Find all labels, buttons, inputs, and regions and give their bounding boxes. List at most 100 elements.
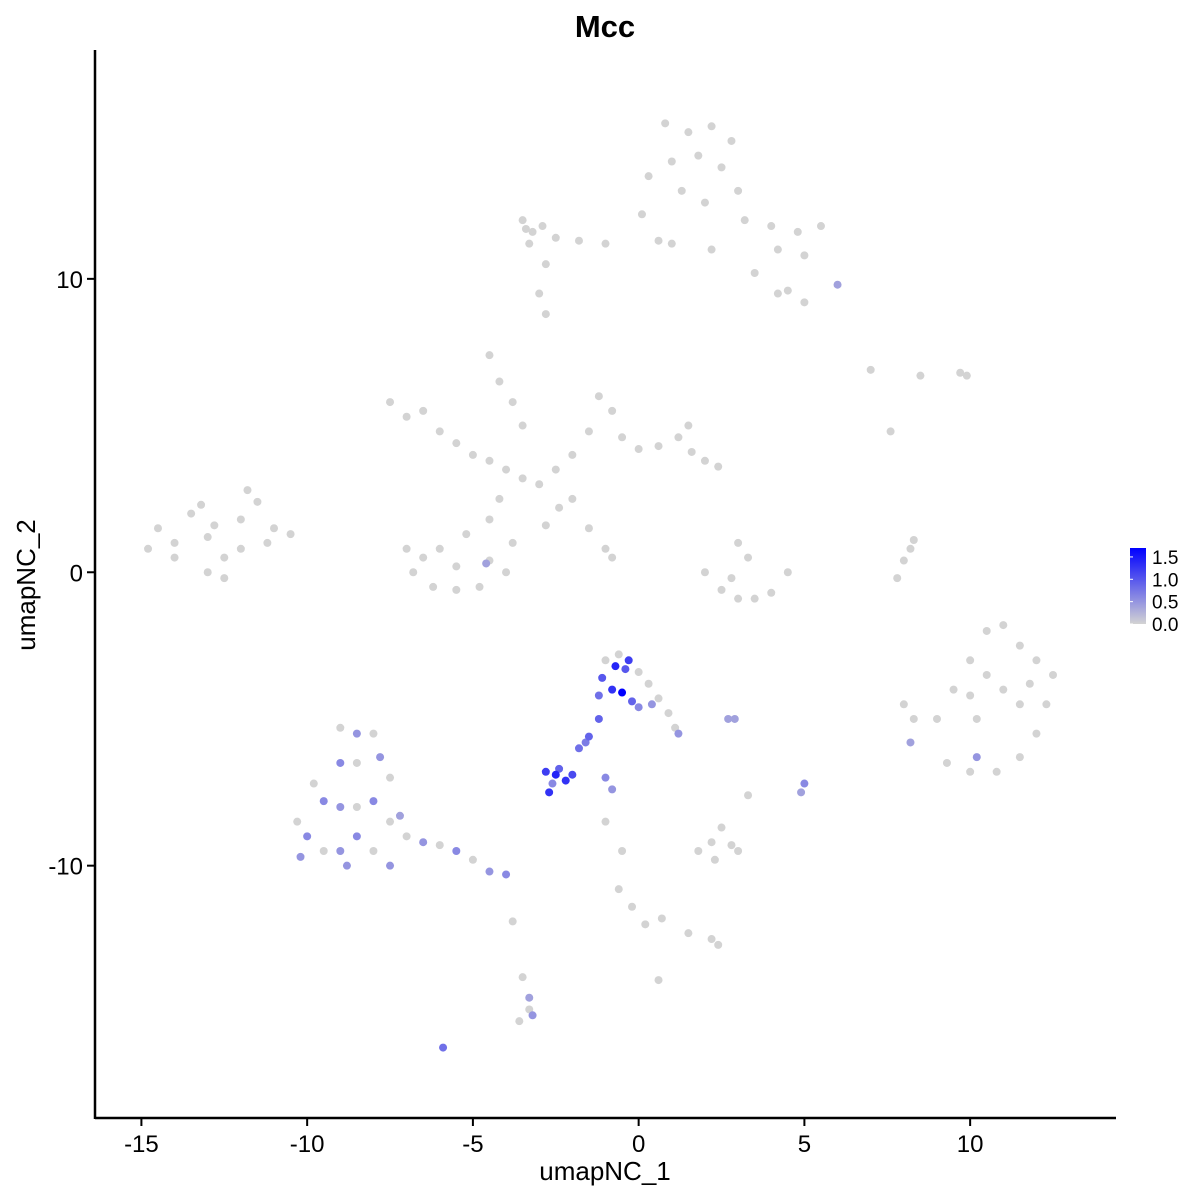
chart-title: Mcc <box>575 9 635 44</box>
data-point <box>468 855 477 864</box>
x-tick-label: 0 <box>632 1131 645 1158</box>
data-point <box>783 568 792 577</box>
data-point <box>452 439 461 448</box>
data-point <box>561 776 570 785</box>
data-point <box>435 427 444 436</box>
data-point <box>634 668 643 677</box>
data-point <box>170 538 179 547</box>
data-point <box>581 738 590 747</box>
data-point <box>551 233 560 242</box>
data-point <box>972 714 981 723</box>
data-point <box>707 838 716 847</box>
data-point <box>584 732 593 741</box>
data-point <box>452 562 461 571</box>
data-point <box>336 802 345 811</box>
data-point <box>568 494 577 503</box>
data-point <box>551 465 560 474</box>
data-point <box>1025 679 1034 688</box>
data-point <box>800 298 809 307</box>
data-point <box>684 421 693 430</box>
data-point <box>797 788 806 797</box>
data-point <box>724 714 733 723</box>
data-point <box>535 480 544 489</box>
data-point <box>220 553 229 562</box>
data-point <box>336 758 345 767</box>
data-point <box>502 870 511 879</box>
x-tick-label: -10 <box>290 1131 325 1158</box>
y-axis-label: umapNC_2 <box>11 519 41 651</box>
data-point <box>734 538 743 547</box>
data-point <box>197 500 206 509</box>
data-point <box>932 714 941 723</box>
data-point <box>153 524 162 533</box>
data-point <box>369 847 378 855</box>
data-point <box>707 122 716 131</box>
data-point <box>982 626 991 635</box>
data-point <box>727 574 736 583</box>
data-point <box>409 568 418 577</box>
data-point <box>518 474 527 483</box>
data-point <box>740 216 749 225</box>
data-point <box>286 530 295 539</box>
data-point <box>654 442 663 451</box>
x-ticks: -15 -10 -5 0 5 10 <box>124 1118 983 1158</box>
data-point <box>999 685 1008 694</box>
data-point <box>594 714 603 723</box>
y-tick-label: 10 <box>56 267 83 294</box>
data-point <box>618 847 627 855</box>
data-point <box>541 521 550 530</box>
data-point <box>694 151 703 160</box>
data-point <box>750 594 759 603</box>
data-point <box>502 465 511 474</box>
data-point <box>949 685 958 694</box>
data-point <box>538 222 547 231</box>
data-point <box>376 753 385 762</box>
data-point <box>528 227 537 236</box>
data-point <box>614 885 623 894</box>
data-point <box>608 685 617 694</box>
data-point <box>730 714 739 723</box>
data-point <box>429 582 438 591</box>
data-point <box>293 817 302 826</box>
data-point <box>386 773 395 782</box>
x-tick-label: 10 <box>957 1131 984 1158</box>
data-point <box>942 758 951 767</box>
data-point <box>518 421 527 430</box>
data-point <box>714 462 723 471</box>
data-point <box>707 245 716 254</box>
data-point <box>521 224 530 233</box>
data-point <box>601 656 610 665</box>
data-point <box>594 691 603 700</box>
data-point <box>727 841 736 850</box>
data-point <box>899 556 908 565</box>
data-point <box>744 791 753 800</box>
data-point <box>966 767 975 776</box>
data-point <box>528 1011 537 1020</box>
data-point <box>243 486 252 495</box>
data-point <box>972 753 981 762</box>
data-point <box>435 544 444 553</box>
data-point <box>707 935 716 944</box>
data-point <box>618 688 627 697</box>
data-point <box>303 832 312 841</box>
data-point <box>647 700 656 709</box>
data-point <box>508 917 517 926</box>
data-point <box>667 239 676 248</box>
data-point <box>518 973 527 982</box>
data-point <box>956 368 965 377</box>
data-point <box>634 703 643 712</box>
data-point <box>263 538 272 547</box>
data-point <box>296 852 305 861</box>
y-tick-label: 0 <box>70 560 83 587</box>
data-point <box>601 239 610 248</box>
data-point <box>439 1043 448 1052</box>
data-point <box>1042 700 1051 709</box>
data-point <box>336 723 345 732</box>
data-point <box>515 1017 524 1026</box>
data-point <box>495 494 504 503</box>
data-point <box>541 260 550 269</box>
data-point <box>525 1005 534 1014</box>
data-point <box>342 861 351 870</box>
data-point <box>402 544 411 553</box>
data-point <box>767 222 776 231</box>
